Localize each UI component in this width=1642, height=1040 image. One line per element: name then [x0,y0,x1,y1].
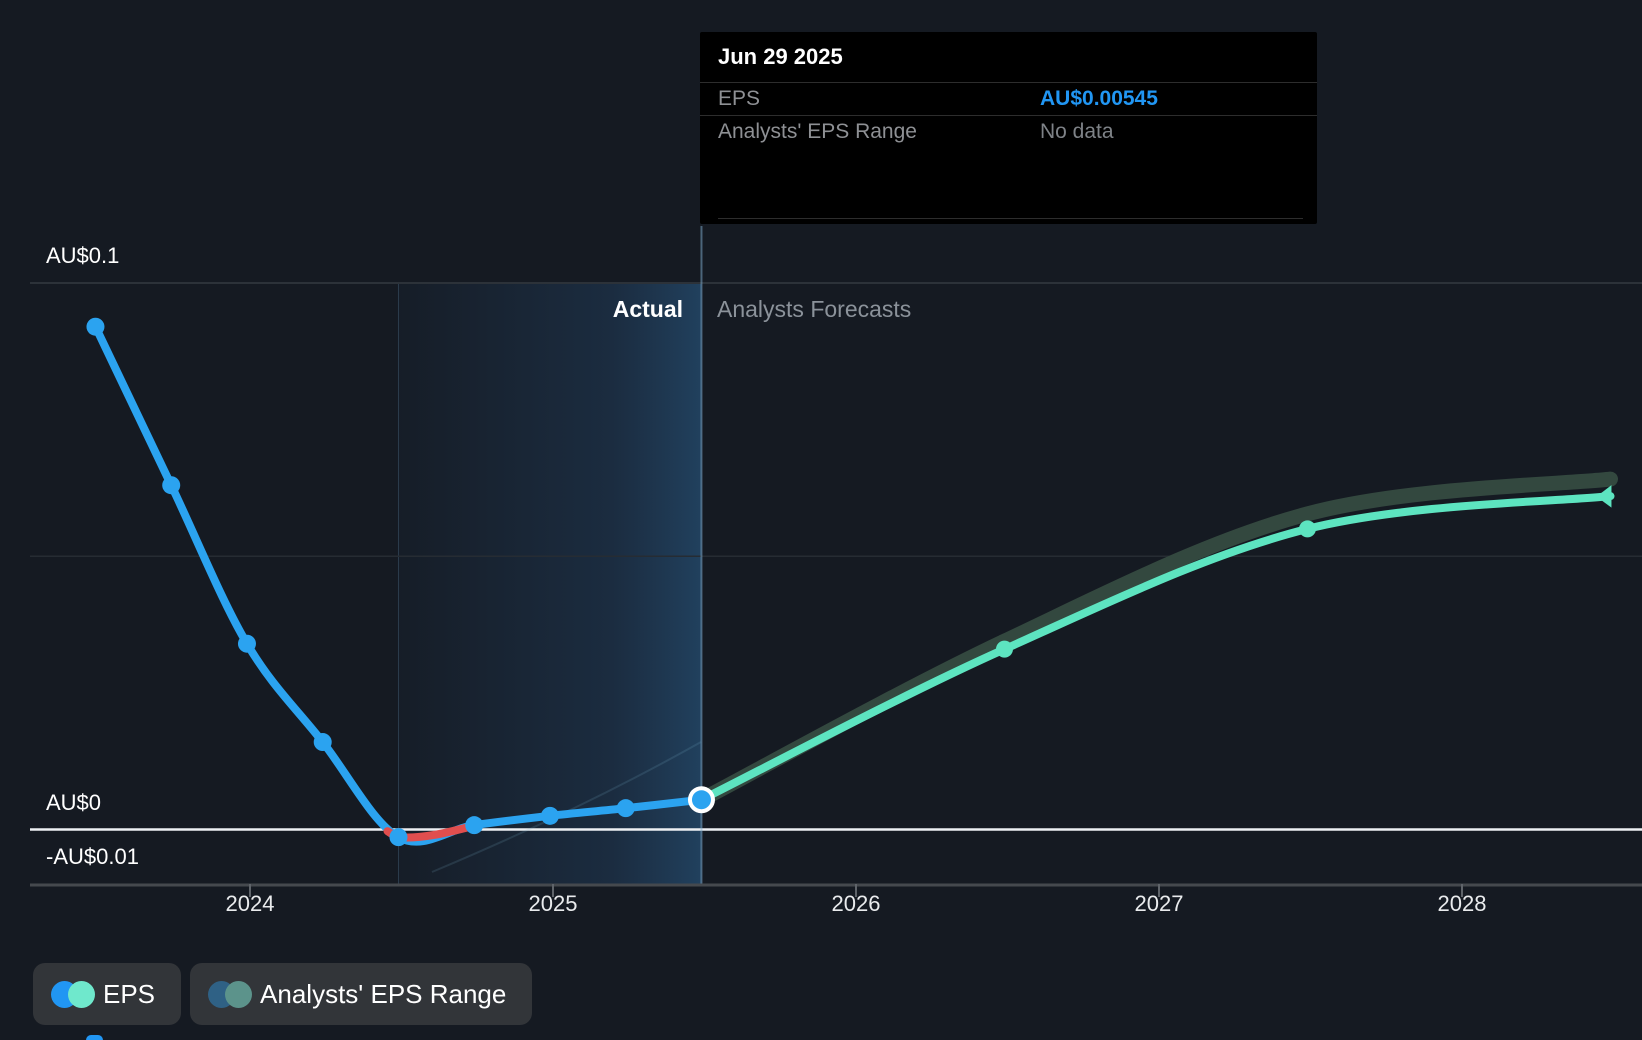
legend-item-analysts-eps-range[interactable]: Analysts' EPS Range [190,963,533,1025]
forecast-end-marker [1596,485,1612,508]
past-forecast-range-edge [431,741,702,873]
x-axis-ticks [249,884,1463,897]
current-point [691,790,711,810]
legend-item-eps[interactable]: EPS [33,963,182,1025]
eps-actual-point [540,806,559,825]
gridlines [30,282,1642,831]
x-axis-year-label: 2028 [1437,891,1487,916]
actual-period-label: Actual [612,296,683,322]
eps-forecast-line [697,492,1615,804]
tooltip-eps-value: AU$0.00545 [1040,87,1158,110]
x-axis-year-label: 2027 [1134,891,1184,916]
eps-actual-point [162,476,181,495]
eps-actual-point [616,799,635,818]
eps-actual-point [465,816,484,835]
legend-analysts-eps-range-label: Analysts' EPS Range [260,978,507,1009]
range-legend-dots-icon [208,980,253,1008]
chart-legend: EPS Analysts' EPS Range [33,963,533,1025]
y-axis-label: -AU$0.01 [46,844,139,870]
tooltip-eps-range-row: Analysts' EPS Range No data [700,116,1317,148]
tooltip-eps-row: EPS AU$0.00545 [700,83,1317,116]
eps-actual-point [389,828,408,847]
eps-forecast-point [995,640,1013,658]
tooltip-date: Jun 29 2025 [700,32,1317,83]
tooltip-eps-range-label: Analysts' EPS Range [718,120,917,143]
partially-visible-element-below [86,1035,103,1040]
chart-tooltip: Jun 29 2025 EPS AU$0.00545 Analysts' EPS… [700,32,1317,224]
legend-eps-label: EPS [103,978,156,1009]
eps-actual-point [86,317,105,336]
recent-actual-highlight-band [398,284,702,884]
eps-forecast-point [1298,520,1316,538]
eps-lines [91,322,1615,846]
y-axis-label: AU$0 [46,789,102,815]
tooltip-bottom-divider [718,218,1303,219]
x-axis-year-label: 2026 [831,891,881,916]
analysts-eps-range-path [694,471,1618,808]
eps-actual-point [237,634,256,653]
analysts-eps-range-band [694,471,1618,808]
tooltip-eps-label: EPS [718,87,761,110]
y-axis-label: AU$0.1 [46,243,120,268]
tooltip-eps-range-value: No data [1040,120,1114,143]
data-point-markers [86,317,1612,847]
range-teal-dot-icon [225,980,253,1008]
eps-actual-point [313,733,332,752]
x-axis-year-label: 2025 [528,891,578,916]
x-axis-year-label: 2024 [225,891,275,916]
eps-teal-dot-icon [68,980,95,1008]
eps-legend-dots-icon [51,980,95,1008]
analysts-forecasts-period-label: Analysts Forecasts [717,296,912,322]
